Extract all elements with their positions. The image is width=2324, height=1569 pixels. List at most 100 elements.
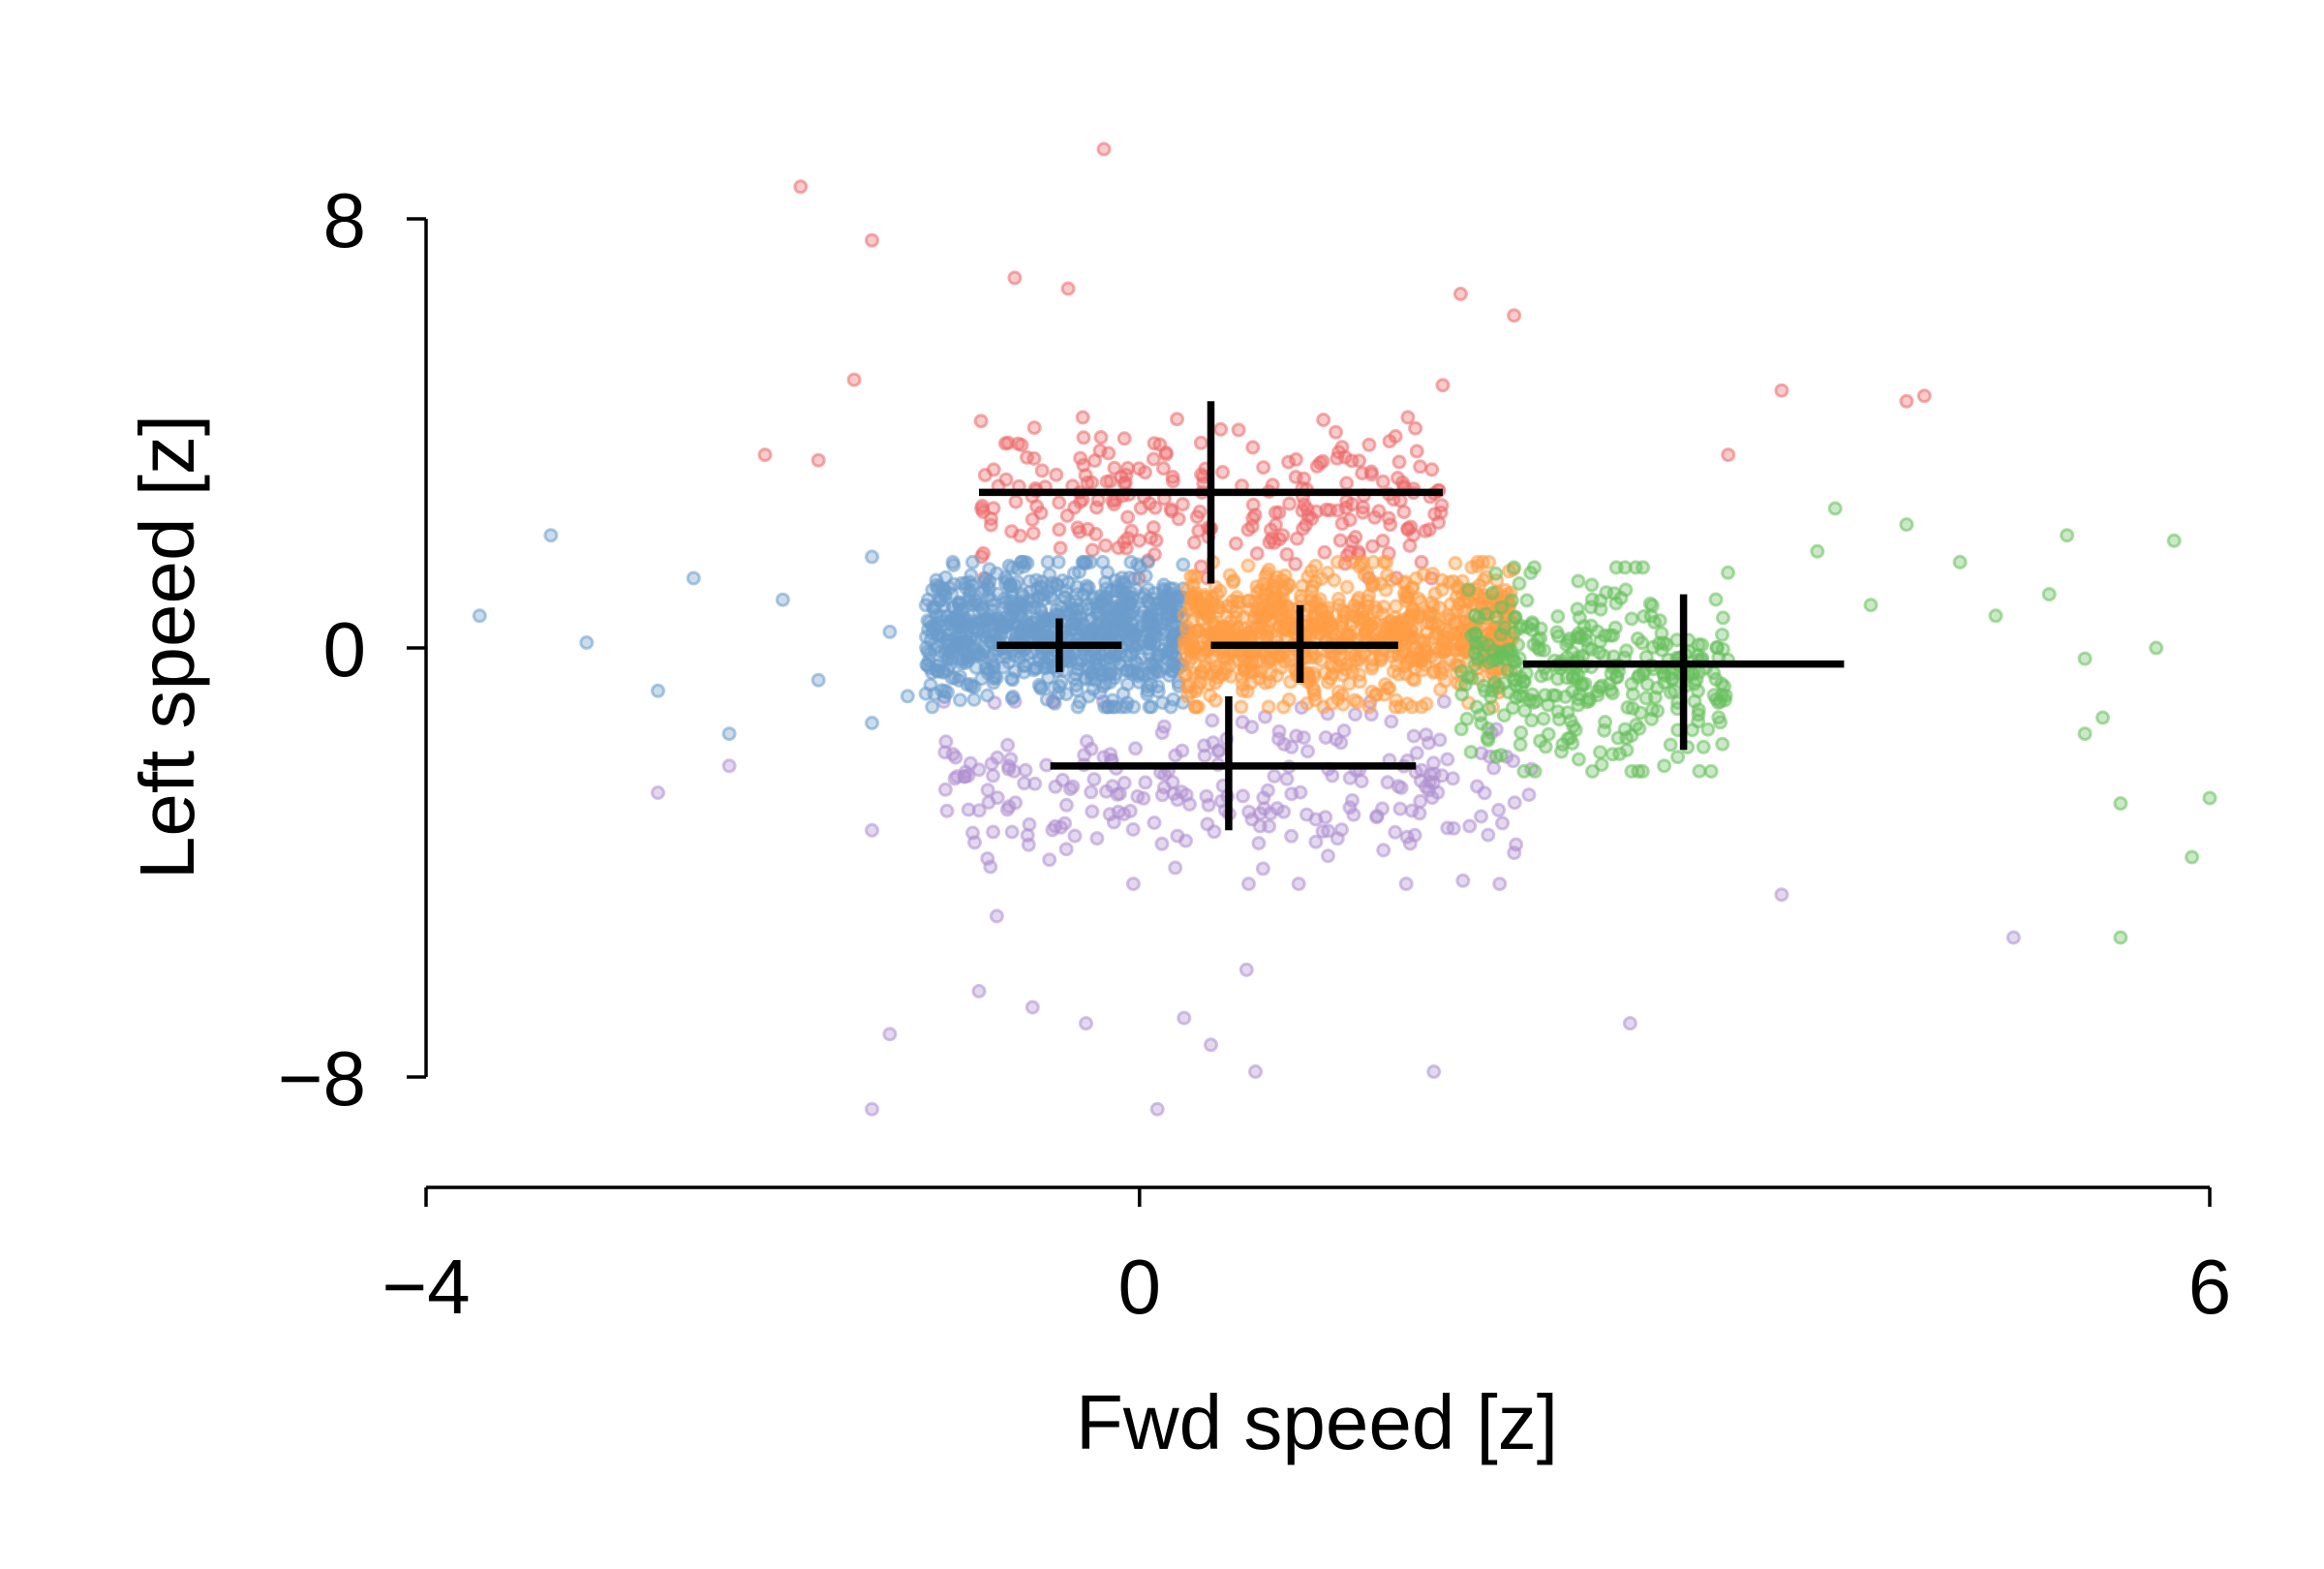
data-point [1151, 664, 1167, 680]
data-point [1178, 787, 1194, 803]
data-point [1628, 560, 1643, 575]
data-point [1320, 566, 1335, 580]
data-point [1088, 657, 1104, 672]
data-point [1160, 586, 1176, 601]
data-point [865, 822, 879, 838]
data-point [976, 574, 992, 590]
data-point [1081, 689, 1096, 704]
data-point [1625, 700, 1640, 716]
data-point [998, 472, 1014, 487]
data-point [1086, 772, 1102, 787]
data-point [1426, 1064, 1442, 1079]
data-point [882, 1027, 898, 1042]
data-point [1013, 528, 1027, 543]
data-point [1392, 801, 1408, 816]
data-point [1053, 540, 1068, 556]
data-point [1247, 508, 1263, 523]
data-point [1810, 543, 1825, 559]
data-point [1227, 623, 1242, 638]
data-point [1204, 1037, 1218, 1053]
data-point [1612, 746, 1628, 761]
data-point [1526, 637, 1542, 653]
data-point [1149, 649, 1165, 664]
data-point [1357, 568, 1372, 582]
data-point [1484, 585, 1500, 600]
data-point [579, 635, 595, 650]
data-point [938, 734, 954, 750]
data-point [1605, 686, 1620, 701]
data-point [1060, 653, 1076, 668]
data-point [1654, 626, 1669, 641]
data-point [990, 790, 1005, 806]
data-point [1541, 697, 1556, 713]
data-point [1461, 582, 1477, 598]
data-point [1721, 447, 1736, 463]
data-point [1103, 747, 1118, 762]
data-point [1448, 556, 1463, 570]
data-point [1334, 613, 1350, 629]
data-point [1186, 587, 1201, 602]
data-point [1580, 640, 1596, 656]
data-point [1124, 523, 1140, 538]
data-point [1390, 658, 1404, 672]
data-point [1039, 611, 1055, 627]
data-point [1424, 462, 1440, 477]
data-point [686, 570, 701, 586]
data-point [1136, 587, 1151, 602]
data-point [1366, 574, 1382, 590]
data-point [1258, 569, 1273, 584]
data-point [999, 572, 1015, 588]
data-point [1406, 527, 1422, 542]
data-point [1644, 712, 1660, 726]
data-point [793, 179, 809, 195]
data-point [1034, 463, 1050, 478]
data-point [1049, 467, 1064, 482]
x-axis-label: Fwd speed [z] [1076, 1379, 1558, 1465]
data-point [1284, 739, 1300, 754]
data-point [1138, 775, 1153, 790]
data-point [1163, 699, 1178, 715]
data-point [1279, 771, 1295, 786]
data-point [1393, 780, 1409, 795]
data-point [1711, 710, 1727, 725]
data-point [1042, 852, 1057, 868]
data-point [1114, 608, 1129, 624]
data-point [933, 613, 949, 629]
data-point [1325, 768, 1340, 784]
data-point [1392, 699, 1408, 715]
data-point [1013, 601, 1027, 617]
y-tick-label: −8 [278, 1035, 366, 1122]
data-point [925, 699, 940, 715]
data-point [1663, 737, 1678, 753]
data-point [1177, 640, 1193, 656]
data-point [971, 983, 987, 999]
data-point [1606, 586, 1622, 601]
data-point [1365, 554, 1381, 569]
data-point [1691, 707, 1706, 723]
data-point [1622, 1016, 1637, 1031]
data-point [1330, 450, 1345, 466]
data-point [980, 688, 995, 703]
data-point [1863, 598, 1879, 613]
data-point [1244, 720, 1260, 735]
data-point [1334, 822, 1349, 838]
data-point [1321, 848, 1335, 864]
data-point [1279, 580, 1295, 596]
data-point [1594, 757, 1609, 772]
data-point [1470, 558, 1485, 573]
data-point [1396, 505, 1412, 520]
data-point [1364, 538, 1380, 554]
data-point [1434, 665, 1450, 681]
data-point [1342, 512, 1358, 528]
data-point [1005, 672, 1021, 688]
data-point [1186, 535, 1202, 550]
data-point [960, 677, 975, 692]
data-point [1089, 831, 1105, 846]
data-point [2149, 640, 2164, 656]
data-point [986, 462, 1001, 477]
data-point [2166, 533, 2182, 548]
data-point [1436, 693, 1452, 709]
y-axis-label: Left speed [z] [124, 415, 210, 879]
data-point [1116, 576, 1132, 592]
data-point [1079, 582, 1094, 598]
